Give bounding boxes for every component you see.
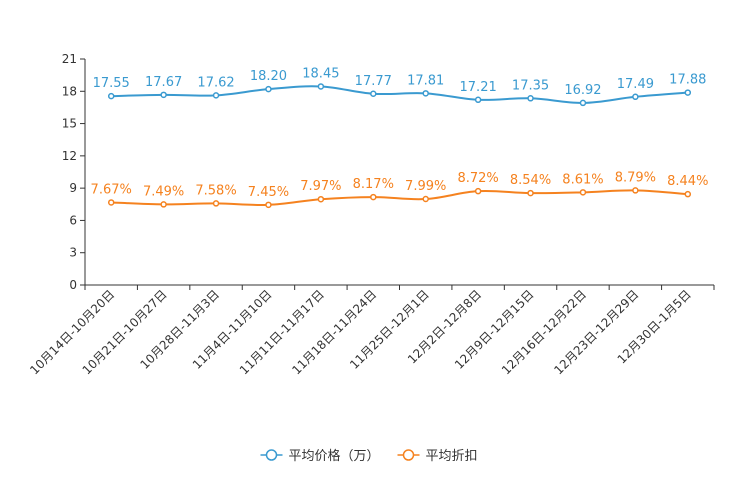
data-label: 17.62 — [197, 75, 234, 90]
data-point — [632, 93, 639, 101]
data-label: 7.49% — [143, 184, 184, 199]
series-layer: 17.55 17.67 17.62 18.20 18.45 17.77 17.81 17.21… — [91, 66, 708, 209]
legend-item: 平均价格（万） — [260, 448, 380, 464]
legend-marker — [265, 449, 278, 461]
data-point — [107, 199, 115, 206]
data-point — [317, 83, 325, 90]
data-label: 17.35 — [512, 78, 549, 93]
data-label: 7.67% — [91, 182, 132, 197]
data-point — [474, 96, 482, 104]
data-point — [474, 187, 482, 195]
series-line — [111, 85, 688, 104]
data-label: 8.17% — [353, 177, 394, 192]
x-tick-label: 10月14日-10月20日 — [27, 287, 117, 377]
data-point — [422, 90, 429, 97]
data-point — [370, 90, 377, 98]
y-tick-label: 15 — [62, 117, 77, 131]
y-tick-label: 9 — [69, 181, 77, 195]
data-point — [579, 189, 587, 196]
y-tick-label: 6 — [69, 213, 77, 227]
data-point — [317, 195, 325, 203]
data-label: 7.58% — [195, 183, 236, 198]
data-label: 17.21 — [460, 80, 497, 95]
data-label: 7.45% — [248, 185, 289, 200]
legend: 平均价格（万） 平均折扣 — [260, 448, 478, 464]
data-label: 8.79% — [615, 170, 656, 185]
data-label: 8.61% — [562, 172, 603, 187]
data-label: 17.77 — [355, 74, 392, 89]
data-point — [160, 91, 167, 99]
series-line — [111, 189, 688, 206]
data-label: 17.88 — [669, 73, 706, 88]
data-point — [527, 95, 534, 102]
data-label: 7.99% — [405, 179, 446, 194]
legend-item: 平均折扣 — [397, 449, 478, 464]
data-point — [527, 189, 534, 197]
data-point — [265, 201, 272, 209]
data-label: 17.81 — [407, 73, 444, 88]
y-tick-label: 12 — [62, 149, 77, 163]
data-point — [422, 195, 429, 203]
data-point — [579, 99, 587, 107]
data-label: 17.49 — [617, 77, 654, 92]
data-label: 8.72% — [457, 171, 498, 186]
data-label: 16.92 — [564, 83, 601, 98]
legend-label: 平均折扣 — [426, 449, 478, 464]
data-label: 8.54% — [510, 173, 551, 188]
y-tick-label: 3 — [69, 246, 77, 260]
data-label: 17.67 — [145, 75, 182, 90]
data-point — [160, 201, 167, 208]
data-label: 8.44% — [667, 174, 708, 189]
data-label: 18.45 — [302, 66, 339, 81]
y-tick-label: 21 — [62, 52, 77, 66]
data-point — [212, 200, 220, 207]
data-point — [107, 92, 115, 100]
data-point — [684, 190, 692, 198]
y-tick-label: 18 — [62, 84, 77, 98]
data-point — [212, 92, 220, 99]
legend-label: 平均价格（万） — [289, 448, 380, 464]
data-point — [632, 187, 639, 194]
data-label: 7.97% — [300, 179, 341, 194]
data-point — [265, 85, 272, 93]
data-label: 18.20 — [250, 69, 287, 84]
data-point — [370, 193, 377, 201]
data-label: 17.55 — [93, 76, 130, 91]
data-point — [684, 89, 692, 96]
y-tick-label: 0 — [69, 278, 77, 292]
legend-marker — [402, 449, 415, 461]
